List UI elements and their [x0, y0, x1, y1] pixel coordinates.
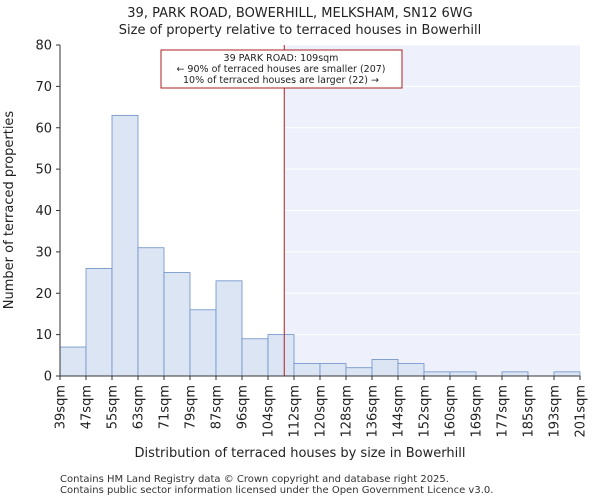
bar-55sqm — [111, 114, 139, 377]
x-tick-label: 104sqm — [262, 385, 277, 438]
x-tick-label: 39sqm — [54, 385, 69, 429]
x-axis-label: Distribution of terraced houses by size … — [135, 446, 466, 461]
bar-136sqm — [371, 359, 399, 377]
y-tick-label: 30 — [35, 245, 52, 260]
y-tick-label: 10 — [35, 328, 52, 343]
bar-87sqm — [215, 280, 243, 377]
x-tick-label: 55sqm — [106, 385, 121, 429]
bar-177sqm — [501, 371, 529, 377]
annotation-line-1: 39 PARK ROAD: 109sqm — [224, 53, 339, 64]
x-tick-label: 63sqm — [132, 385, 147, 429]
property-annotation: 39 PARK ROAD: 109sqm ← 90% of terraced h… — [160, 49, 403, 89]
x-tick-label: 152sqm — [418, 385, 433, 438]
chart-subtitle: Size of property relative to terraced ho… — [119, 23, 481, 38]
y-tick-labels: 0 10 20 30 40 50 60 70 80 — [35, 39, 60, 385]
bar-96sqm — [241, 338, 269, 377]
bar-71sqm — [163, 272, 191, 377]
x-tick-label: 71sqm — [158, 385, 173, 429]
bars — [59, 114, 581, 377]
bar-120sqm — [319, 363, 347, 377]
bar-112sqm — [293, 363, 321, 377]
x-tick-label: 47sqm — [80, 385, 95, 429]
y-tick-label: 60 — [35, 121, 52, 136]
x-tick-labels: 39sqm 47sqm 55sqm 63sqm 71sqm 79sqm 87sqm 96sqm… — [54, 376, 589, 438]
bar-104sqm — [267, 334, 295, 377]
x-tick-label: 96sqm — [236, 385, 251, 429]
annotation-box — [160, 49, 403, 89]
x-tick-label: 177sqm — [496, 385, 511, 438]
footer-line-2: Contains public sector information licen… — [60, 485, 493, 496]
x-tick-label: 128sqm — [340, 385, 355, 438]
bar-144sqm — [397, 363, 425, 377]
x-tick-label: 185sqm — [522, 385, 537, 438]
x-tick-label: 87sqm — [210, 385, 225, 429]
annotation-line-3: 10% of terraced houses are larger (22) → — [183, 75, 379, 86]
y-tick-label: 40 — [35, 204, 52, 219]
y-tick-label: 0 — [44, 370, 52, 385]
y-tick-label: 70 — [35, 80, 52, 95]
x-tick-label: 136sqm — [366, 385, 381, 438]
bar-47sqm — [85, 268, 113, 377]
x-tick-label: 112sqm — [288, 385, 303, 438]
x-tick-label: 201sqm — [574, 385, 589, 438]
bar-79sqm — [189, 309, 217, 377]
bar-193sqm — [553, 371, 581, 377]
bar-160sqm — [449, 371, 477, 377]
bar-39sqm — [59, 346, 87, 377]
bar-63sqm — [137, 247, 165, 377]
x-tick-label: 193sqm — [548, 385, 563, 438]
x-tick-label: 169sqm — [470, 385, 485, 438]
footer-line-1: Contains HM Land Registry data © Crown c… — [60, 474, 449, 485]
x-tick-label: 160sqm — [444, 385, 459, 438]
bar-128sqm — [345, 367, 373, 377]
x-tick-label: 120sqm — [314, 385, 329, 438]
y-tick-label: 80 — [35, 39, 52, 54]
y-tick-label: 20 — [35, 287, 52, 302]
y-axis-label: Number of terraced properties — [2, 111, 17, 310]
annotation-line-2: ← 90% of terraced houses are smaller (20… — [176, 64, 385, 75]
y-tick-label: 50 — [35, 163, 52, 178]
bar-152sqm — [423, 371, 451, 377]
x-tick-label: 79sqm — [184, 385, 199, 429]
chart-title: 39, PARK ROAD, BOWERHILL, MELKSHAM, SN12… — [127, 6, 472, 21]
x-tick-label: 144sqm — [392, 385, 407, 438]
